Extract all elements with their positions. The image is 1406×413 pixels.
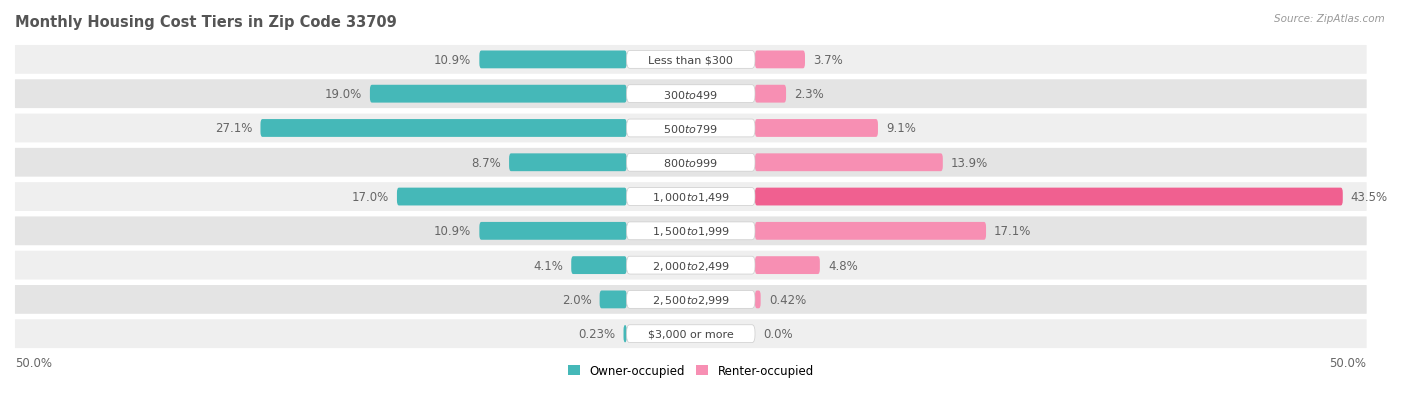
FancyBboxPatch shape (479, 51, 627, 69)
FancyBboxPatch shape (755, 51, 806, 69)
FancyBboxPatch shape (755, 222, 986, 240)
FancyBboxPatch shape (15, 285, 1367, 314)
FancyBboxPatch shape (15, 80, 1367, 109)
FancyBboxPatch shape (627, 325, 755, 343)
FancyBboxPatch shape (627, 291, 755, 309)
Text: 17.0%: 17.0% (352, 190, 389, 204)
Text: 10.9%: 10.9% (434, 54, 471, 67)
FancyBboxPatch shape (627, 222, 755, 240)
Text: 13.9%: 13.9% (950, 157, 988, 169)
Text: 10.9%: 10.9% (434, 225, 471, 238)
FancyBboxPatch shape (755, 256, 820, 274)
FancyBboxPatch shape (627, 51, 755, 69)
FancyBboxPatch shape (509, 154, 627, 172)
Legend: Owner-occupied, Renter-occupied: Owner-occupied, Renter-occupied (568, 365, 814, 377)
Text: Source: ZipAtlas.com: Source: ZipAtlas.com (1274, 14, 1385, 24)
Text: 19.0%: 19.0% (325, 88, 361, 101)
Text: 2.0%: 2.0% (562, 293, 592, 306)
Text: 0.23%: 0.23% (578, 328, 616, 340)
Text: $3,000 or more: $3,000 or more (648, 329, 734, 339)
FancyBboxPatch shape (15, 320, 1367, 348)
Text: 9.1%: 9.1% (886, 122, 915, 135)
FancyBboxPatch shape (571, 256, 627, 274)
FancyBboxPatch shape (627, 154, 755, 172)
Text: $800 to $999: $800 to $999 (664, 157, 718, 169)
FancyBboxPatch shape (15, 183, 1367, 211)
FancyBboxPatch shape (15, 46, 1367, 75)
FancyBboxPatch shape (627, 188, 755, 206)
FancyBboxPatch shape (599, 291, 627, 309)
Text: $2,000 to $2,499: $2,000 to $2,499 (651, 259, 730, 272)
FancyBboxPatch shape (755, 85, 786, 103)
Text: $300 to $499: $300 to $499 (664, 88, 718, 100)
FancyBboxPatch shape (15, 114, 1367, 143)
Text: Monthly Housing Cost Tiers in Zip Code 33709: Monthly Housing Cost Tiers in Zip Code 3… (15, 15, 396, 30)
FancyBboxPatch shape (627, 256, 755, 274)
FancyBboxPatch shape (627, 85, 755, 103)
Text: Less than $300: Less than $300 (648, 55, 734, 65)
Text: $1,000 to $1,499: $1,000 to $1,499 (651, 190, 730, 204)
FancyBboxPatch shape (755, 120, 877, 138)
Text: $1,500 to $1,999: $1,500 to $1,999 (651, 225, 730, 238)
FancyBboxPatch shape (623, 325, 627, 343)
FancyBboxPatch shape (370, 85, 627, 103)
Text: 3.7%: 3.7% (813, 54, 842, 67)
FancyBboxPatch shape (15, 251, 1367, 280)
Text: 0.0%: 0.0% (763, 328, 793, 340)
Text: $500 to $799: $500 to $799 (664, 123, 718, 135)
FancyBboxPatch shape (396, 188, 627, 206)
FancyBboxPatch shape (479, 222, 627, 240)
Text: 4.1%: 4.1% (533, 259, 564, 272)
Text: 0.42%: 0.42% (769, 293, 806, 306)
Text: $2,500 to $2,999: $2,500 to $2,999 (651, 293, 730, 306)
Text: 17.1%: 17.1% (994, 225, 1032, 238)
Text: 8.7%: 8.7% (471, 157, 501, 169)
FancyBboxPatch shape (15, 149, 1367, 177)
Text: 27.1%: 27.1% (215, 122, 252, 135)
Text: 43.5%: 43.5% (1351, 190, 1388, 204)
FancyBboxPatch shape (755, 188, 1343, 206)
FancyBboxPatch shape (15, 217, 1367, 246)
Text: 50.0%: 50.0% (1330, 356, 1367, 369)
FancyBboxPatch shape (755, 154, 943, 172)
FancyBboxPatch shape (627, 120, 755, 138)
Text: 4.8%: 4.8% (828, 259, 858, 272)
Text: 50.0%: 50.0% (15, 356, 52, 369)
Text: 2.3%: 2.3% (794, 88, 824, 101)
FancyBboxPatch shape (755, 291, 761, 309)
FancyBboxPatch shape (260, 120, 627, 138)
